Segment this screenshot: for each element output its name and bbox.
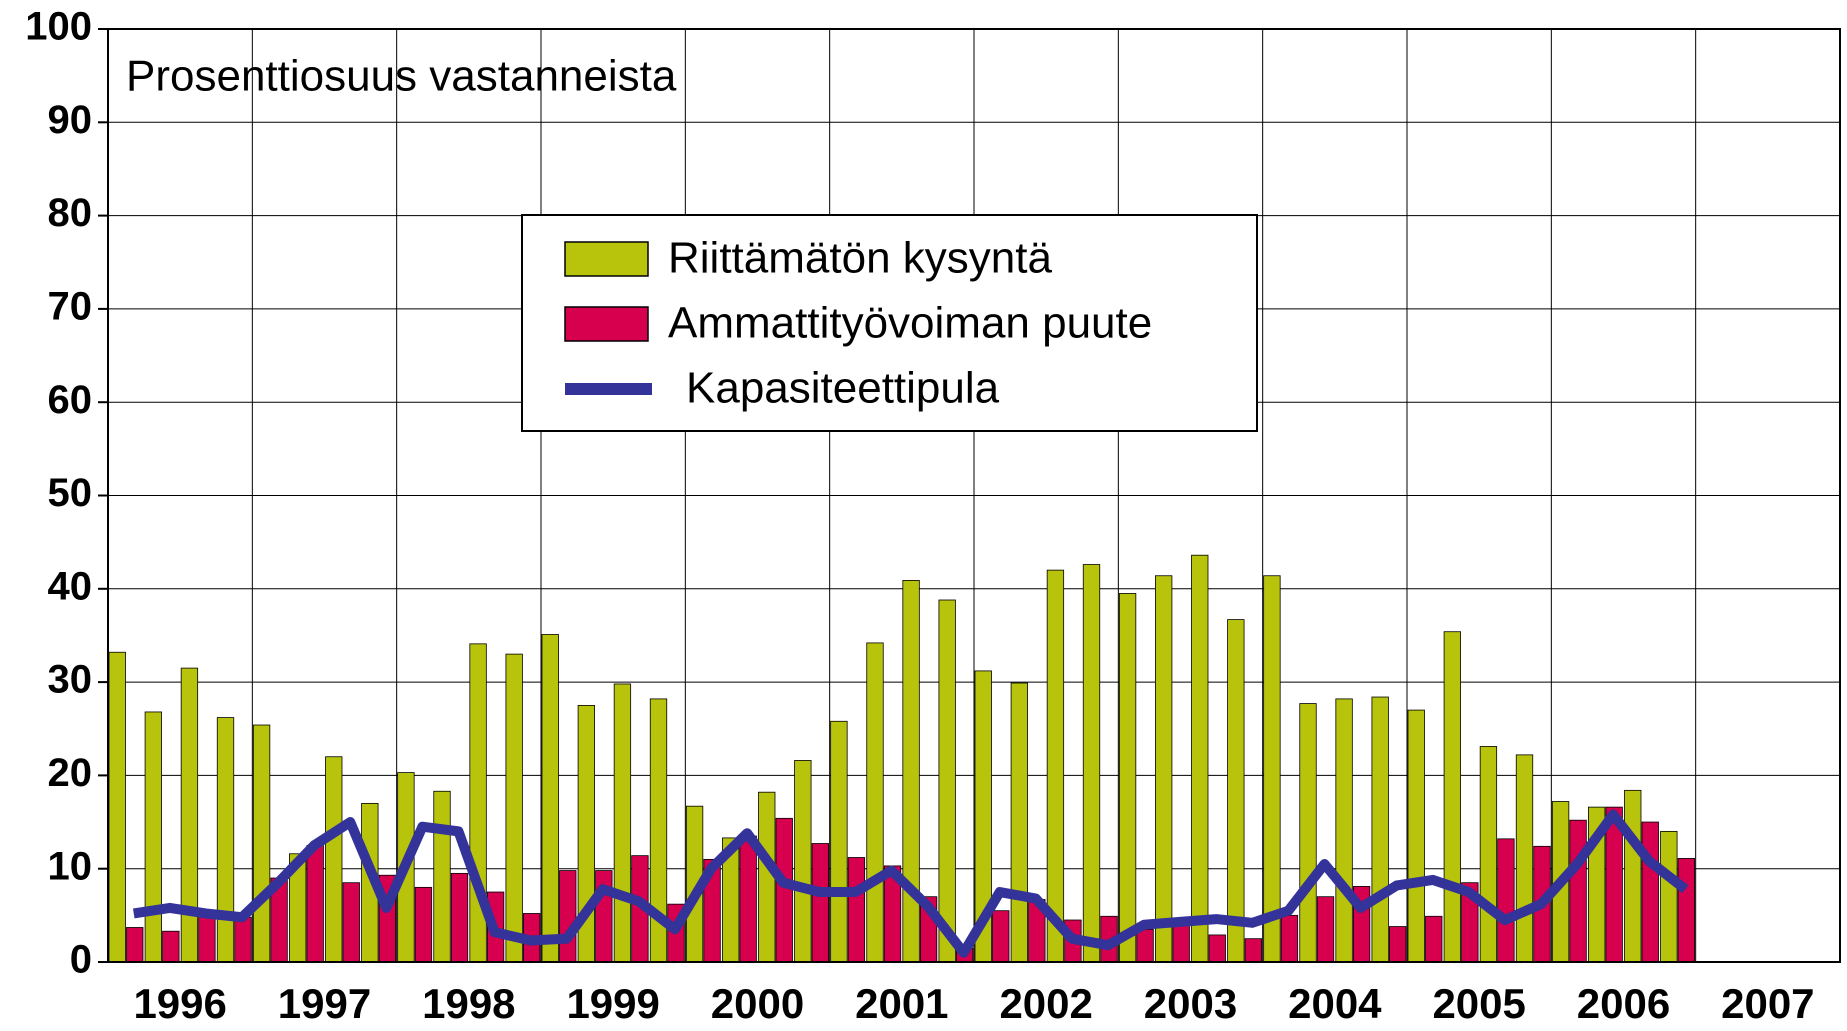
- bar: [108, 651, 126, 963]
- bar: [1227, 619, 1245, 963]
- bar: [1624, 789, 1642, 963]
- bar: [1155, 575, 1173, 963]
- x-tick-label: 1998: [422, 980, 515, 1027]
- x-tick-label: 2006: [1577, 980, 1670, 1027]
- legend-swatch: [564, 241, 649, 277]
- bar: [450, 872, 469, 963]
- bar: [1082, 564, 1101, 963]
- bar: [180, 667, 199, 963]
- bar: [1191, 554, 1209, 963]
- bar: [1389, 926, 1407, 963]
- bar: [1479, 746, 1498, 963]
- bar: [325, 756, 343, 963]
- bar: [1299, 703, 1317, 963]
- bar: [938, 599, 956, 963]
- bar: [1136, 928, 1154, 963]
- bar: [992, 910, 1010, 963]
- bar: [902, 580, 920, 963]
- chart-subtitle: Prosenttiosuus vastanneista: [126, 52, 677, 101]
- bar: [1497, 838, 1515, 963]
- bar: [1515, 754, 1534, 963]
- bar: [758, 791, 776, 963]
- x-tick-label: 2007: [1721, 980, 1814, 1027]
- x-tick-label: 2000: [711, 980, 804, 1027]
- bar: [505, 653, 523, 963]
- bar: [866, 642, 884, 963]
- bar: [1316, 896, 1335, 963]
- bar: [559, 870, 577, 963]
- bar: [830, 720, 848, 963]
- bar: [794, 760, 812, 963]
- bar: [1660, 830, 1678, 963]
- legend-label: Ammattityövoiman puute: [668, 299, 1152, 348]
- bar: [775, 817, 793, 963]
- bar: [1641, 821, 1659, 963]
- y-tick-label: 100: [25, 5, 92, 49]
- x-tick-label: 1997: [278, 980, 371, 1027]
- bar: [1569, 819, 1587, 963]
- bar: [739, 835, 757, 963]
- bar: [162, 930, 180, 963]
- bar: [1677, 858, 1695, 963]
- y-tick-label: 90: [48, 98, 93, 142]
- y-tick-label: 70: [48, 284, 93, 328]
- legend-label: Kapasiteettipula: [686, 364, 1000, 413]
- bar: [216, 717, 235, 963]
- bar: [1208, 934, 1226, 963]
- x-tick-label: 2003: [1144, 980, 1237, 1027]
- x-tick-label: 2002: [999, 980, 1092, 1027]
- bar: [414, 886, 433, 963]
- legend-entries: Riittämätön kysyntä Ammattityövoiman puut…: [564, 234, 1152, 413]
- bar: [1280, 914, 1299, 963]
- bar: [1010, 682, 1028, 963]
- bar: [126, 927, 144, 963]
- bar: [1263, 575, 1281, 963]
- bar: [595, 870, 613, 963]
- bar: [234, 916, 252, 963]
- bar: [541, 634, 559, 963]
- line: [132, 809, 1689, 958]
- y-tick-label: 20: [48, 751, 93, 795]
- x-tick-label: 1999: [566, 980, 659, 1027]
- y-tick-label: 40: [48, 564, 93, 608]
- bar: [144, 711, 162, 963]
- bar: [1407, 709, 1425, 963]
- marks: [108, 554, 1695, 963]
- y-tick-label: 50: [48, 471, 93, 515]
- legend-label: Riittämätön kysyntä: [668, 234, 1052, 283]
- bar: [1244, 938, 1262, 963]
- bar: [342, 882, 360, 963]
- legend-swatch: [564, 306, 649, 342]
- x-tick-label: 1996: [133, 980, 226, 1027]
- bar: [306, 844, 324, 963]
- bar: [198, 914, 216, 963]
- bar: [1335, 698, 1353, 963]
- bar: [1443, 631, 1461, 963]
- bar: [1425, 915, 1443, 963]
- bar: [1371, 696, 1389, 963]
- bar: [847, 857, 866, 963]
- y-tick-label: 30: [48, 658, 93, 702]
- y-tick-label: 10: [48, 844, 93, 888]
- bar: [1118, 593, 1137, 963]
- x-tick-label: 2004: [1288, 980, 1382, 1027]
- bar: [811, 843, 829, 963]
- bar: [613, 683, 632, 963]
- y-tick-label: 60: [48, 378, 93, 422]
- x-tick-label: 2001: [855, 980, 948, 1027]
- bar: [433, 790, 451, 963]
- x-tick-label: 2005: [1432, 980, 1525, 1027]
- y-tick-label: 80: [48, 191, 93, 235]
- plot-border: [107, 28, 1841, 963]
- bar: [1046, 569, 1065, 963]
- bar: [252, 724, 271, 963]
- y-tick-label: 0: [70, 938, 92, 982]
